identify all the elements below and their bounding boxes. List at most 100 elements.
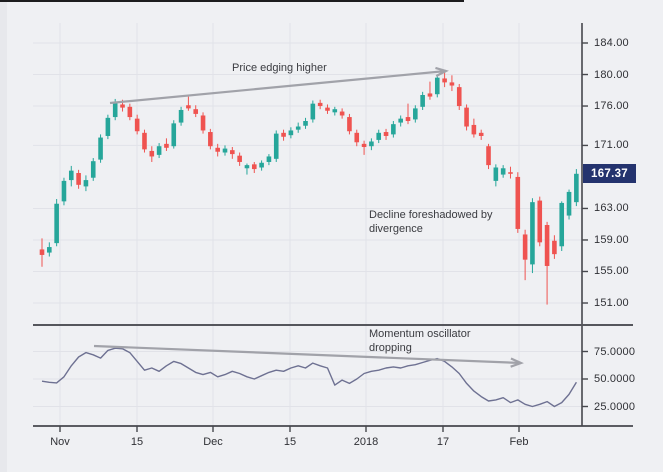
candle-body [369, 141, 374, 147]
price-axis-label: 180.00 [594, 68, 629, 81]
annotation-price-edging-higher: Price edging higher [232, 62, 327, 74]
candle-body [83, 180, 89, 187]
annotation-decline-divergence: Decline foreshadowed by divergence [369, 209, 493, 235]
candle-body [288, 130, 294, 136]
candle-body [420, 95, 425, 107]
candle-body [391, 124, 396, 135]
candle-body [486, 146, 491, 166]
candle-body [537, 200, 543, 243]
candle-body [120, 104, 125, 108]
momentum-oscillator-line [41, 347, 577, 408]
candle-body [376, 132, 382, 140]
candle-body [522, 234, 528, 260]
candle-body [427, 93, 433, 97]
candle-body [413, 108, 418, 120]
candle-body [383, 132, 389, 136]
candle-body [105, 117, 111, 136]
x-axis-label: Nov [50, 436, 70, 448]
candle-body [574, 173, 579, 203]
candle-body [142, 132, 147, 150]
candle-body [54, 203, 59, 244]
momentum-axis-label: 75.0000 [594, 345, 636, 358]
candle-body [68, 170, 74, 181]
candle-body [478, 132, 484, 136]
price-axis-label: 184.00 [594, 37, 629, 49]
candle-body [508, 172, 513, 174]
price-trendline-arrow-head [435, 66, 449, 78]
candle-body [295, 126, 301, 130]
candle-body [237, 155, 242, 162]
x-axis-label: Dec [203, 436, 223, 448]
candle-body [61, 180, 67, 202]
candle-body [222, 148, 228, 153]
candle-body [134, 118, 140, 132]
candle-body [310, 103, 316, 120]
candle-body [434, 77, 440, 95]
candle-body [149, 150, 155, 157]
candle-body [332, 109, 338, 113]
price-trendline-arrow [109, 69, 447, 105]
x-axis-label: Feb [509, 436, 529, 448]
price-axis-label: 171.00 [594, 139, 629, 152]
candle-body [186, 105, 191, 109]
candle-body [339, 111, 345, 116]
momentum-axis-label: 50.0000 [594, 373, 636, 385]
candle-body [47, 247, 52, 253]
momentum-trendline-arrow [93, 344, 522, 365]
candle-body [76, 173, 81, 185]
x-axis-label: 15 [130, 436, 144, 448]
candle-body [442, 78, 447, 83]
candle-body [164, 143, 169, 148]
price-axis-label: 151.00 [594, 297, 629, 309]
candle-body [90, 161, 96, 178]
candle-body [303, 121, 308, 126]
candle-body [259, 162, 264, 168]
candle-body [405, 117, 411, 122]
screenshot-left-margin [0, 0, 7, 472]
candle-body [354, 132, 360, 143]
candle-body [266, 156, 272, 162]
candle-body [317, 102, 323, 107]
candle-body [361, 143, 367, 148]
candle-body [127, 106, 133, 118]
candle-body [230, 150, 235, 155]
candle-body [530, 202, 535, 265]
candle-body [171, 123, 177, 147]
candle-body [39, 249, 45, 255]
candle-body [493, 167, 499, 181]
candle-body [544, 225, 550, 266]
candle-body [193, 109, 199, 114]
candle-body [178, 109, 184, 123]
candle-body [398, 118, 403, 123]
candle-body [471, 124, 477, 135]
candle-body [244, 165, 250, 169]
x-axis-label: 15 [283, 436, 297, 448]
annotation-momentum-dropping: Momentum oscillator dropping [369, 328, 471, 354]
candle-body [200, 115, 206, 131]
candle-body [500, 168, 506, 175]
price-axis-label: 163.00 [594, 202, 629, 215]
candle-body [156, 146, 162, 155]
candle-body [215, 147, 220, 152]
candle-body [552, 240, 557, 255]
candle-body [273, 133, 279, 159]
price-axis-label: 159.00 [594, 233, 629, 246]
candle-body [464, 107, 469, 127]
candle-body [347, 117, 352, 132]
candle-body [515, 176, 521, 229]
price-axis-label: 176.00 [594, 100, 629, 113]
candle-body [566, 191, 572, 216]
x-axis-label: 2018 [353, 436, 379, 448]
candle-body [456, 87, 462, 107]
candle-body [208, 132, 213, 147]
last-price-badge: 167.37 [583, 164, 636, 183]
candle-body [281, 132, 286, 137]
candle-body [98, 137, 103, 160]
momentum-trendline-arrow-head [510, 357, 524, 368]
candle-body [559, 202, 565, 247]
price-axis-label: 155.00 [594, 265, 629, 278]
candle-body [251, 164, 257, 170]
candle-body [449, 82, 455, 86]
